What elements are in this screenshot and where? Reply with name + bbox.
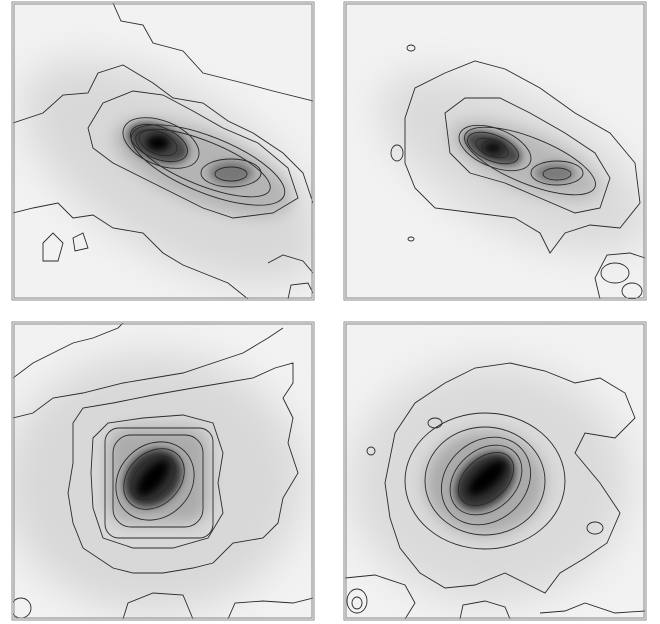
panel-top-right (344, 2, 660, 300)
figure (0, 0, 660, 624)
panel-bottom-right (344, 322, 646, 620)
core-peak (146, 135, 170, 151)
panel-bottom-left (3, 322, 314, 620)
panel-top-left (0, 2, 360, 331)
page: (() => { const data = JSON.parse(documen… (0, 0, 660, 624)
